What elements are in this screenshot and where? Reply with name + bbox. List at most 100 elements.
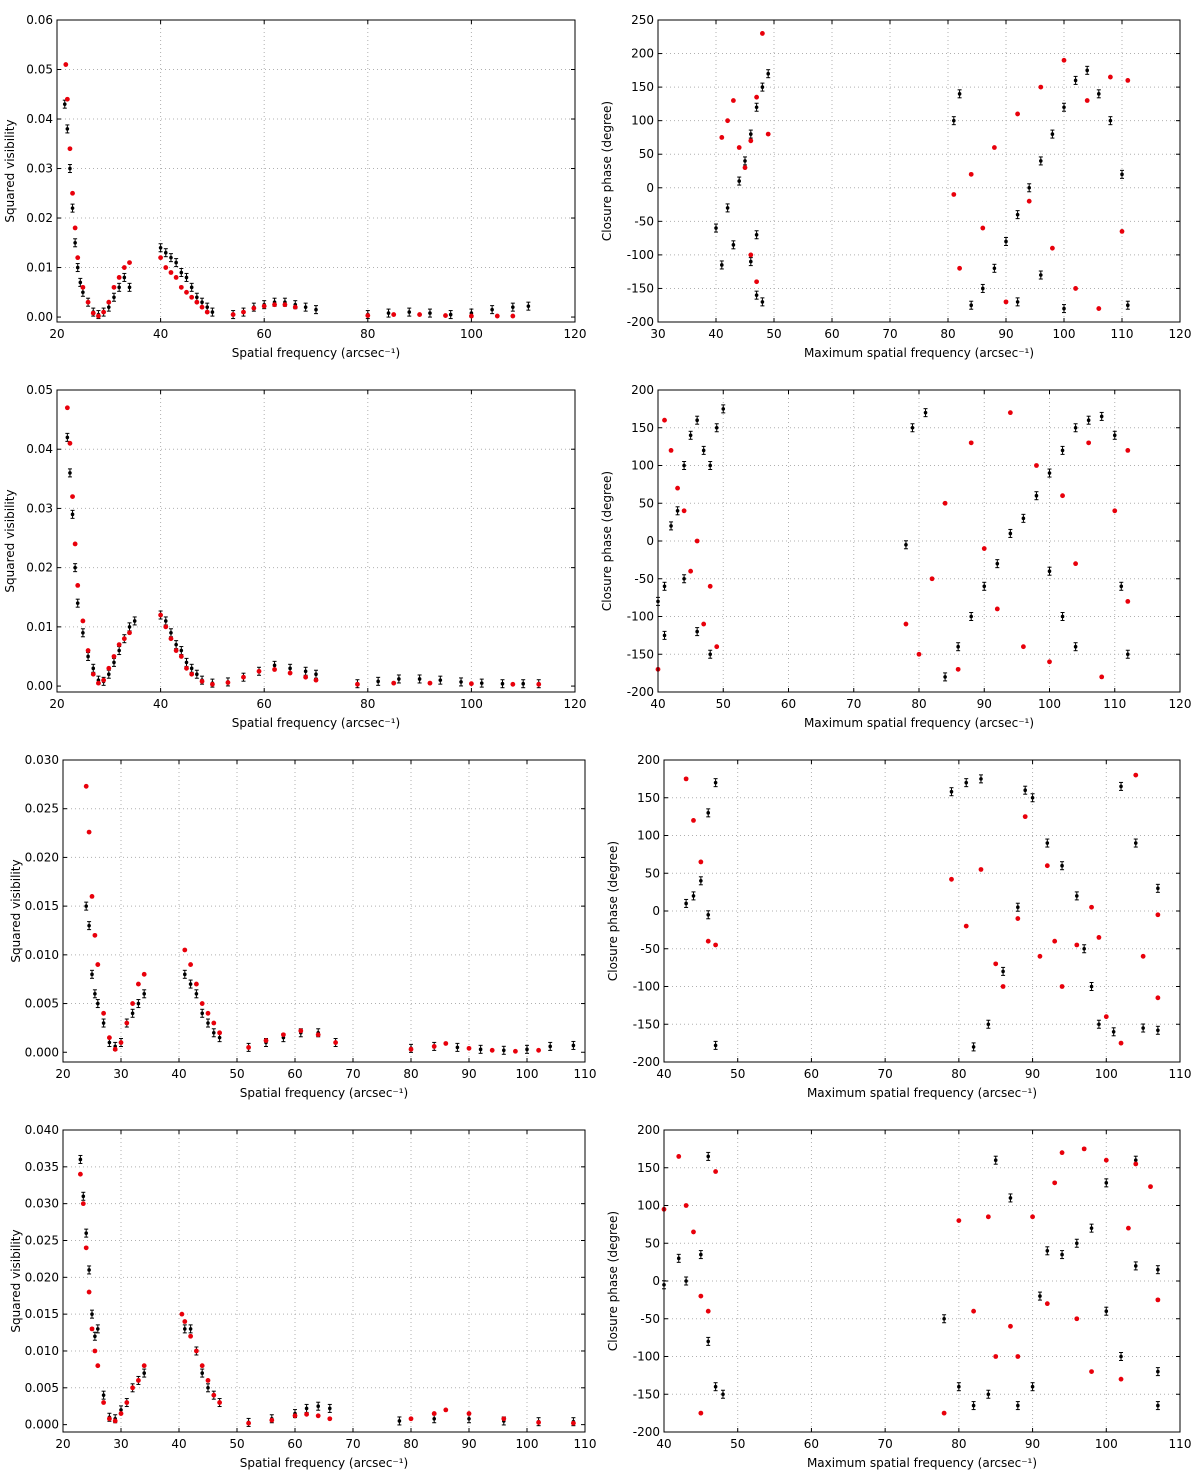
model-point (1084, 98, 1090, 103)
data-point (698, 876, 703, 886)
plot-frame (663, 1129, 1181, 1433)
y-tick-label: -200 (633, 1055, 660, 1069)
x-tick-label: 70 (345, 1067, 360, 1081)
model-point (510, 313, 516, 319)
model-point (1022, 814, 1028, 820)
x-tick-label: 20 (55, 1067, 70, 1081)
data-point (1045, 838, 1050, 848)
y-axis-label: Closure phase (degree) (606, 841, 620, 981)
model-point (683, 1203, 689, 1208)
model-point (199, 1363, 205, 1369)
model-point (90, 671, 96, 677)
data-point (695, 415, 700, 425)
data-point (1104, 1306, 1109, 1316)
y-tick-label: 0 (646, 534, 654, 548)
model-point (571, 1420, 576, 1426)
model-point (83, 783, 89, 789)
y-tick-label: 0.035 (25, 1160, 59, 1174)
data-point (995, 559, 1000, 569)
model-point (955, 666, 961, 672)
model-point (417, 312, 422, 317)
data-point (65, 124, 70, 134)
model-point (287, 670, 293, 676)
x-tick-label: 80 (360, 697, 375, 711)
model-point (1155, 995, 1161, 1001)
y-tick-label: 0.04 (26, 442, 53, 456)
y-tick-label: 0.000 (25, 1045, 59, 1059)
model-point (1118, 1376, 1124, 1382)
model-point (315, 1413, 321, 1419)
x-tick-label: 50 (716, 697, 731, 711)
data-point (1062, 304, 1066, 314)
data-point (127, 282, 132, 292)
model-point (683, 776, 689, 782)
x-axis-label: Maximum spatial frequency (arcsec⁻¹) (804, 346, 1034, 360)
model-point (199, 678, 205, 684)
model-point (189, 294, 195, 300)
data-point (1111, 1027, 1116, 1037)
x-axis-label: Maximum spatial frequency (arcsec⁻¹) (804, 716, 1034, 730)
x-tick-label: 20 (49, 327, 64, 341)
model-point (1000, 984, 1006, 989)
x-tick-label: 40 (656, 1437, 671, 1451)
data-point (448, 310, 453, 320)
model-point (241, 674, 246, 680)
data-point (971, 1401, 976, 1411)
y-tick-label: 0.020 (25, 850, 59, 864)
y-axis-label: Closure phase (degree) (600, 471, 614, 611)
model-point (136, 981, 141, 987)
model-point (391, 312, 397, 317)
y-tick-label: 0.04 (26, 112, 53, 126)
model-point (70, 494, 75, 499)
data-point (986, 1019, 991, 1029)
model-point (694, 538, 700, 544)
model-point (101, 677, 107, 683)
model-point (168, 636, 174, 642)
model-point (1015, 111, 1020, 117)
data-point (754, 290, 759, 300)
model-point (63, 62, 69, 67)
model-point (705, 938, 711, 944)
data-point (956, 642, 961, 652)
data-point (1030, 1382, 1035, 1392)
model-point (1021, 644, 1026, 650)
data-point (510, 302, 515, 312)
model-point (469, 313, 474, 319)
model-point (246, 1044, 252, 1050)
model-point (70, 190, 75, 196)
data-point (676, 1253, 681, 1263)
y-tick-label: 50 (645, 866, 660, 880)
data-point (92, 989, 97, 999)
model-point (765, 131, 771, 137)
model-point (211, 1020, 217, 1026)
model-point (333, 1040, 338, 1045)
model-point (713, 942, 718, 948)
data-point (1073, 75, 1078, 85)
x-tick-label: 100 (1053, 327, 1076, 341)
data-point (766, 69, 771, 79)
model-point (158, 255, 164, 261)
model-point (1060, 493, 1065, 499)
model-point (1118, 1040, 1124, 1046)
plot-frame (56, 19, 576, 323)
model-point (1015, 1354, 1021, 1359)
data-point (75, 598, 80, 608)
y-tick-label: 0.030 (25, 1197, 59, 1211)
model-point (1074, 942, 1080, 948)
model-point (118, 1411, 124, 1416)
subplot-2: 30 40 50 60 70 80 90 100 110 120 -200 -150 -100 -50 0 5… (600, 13, 1191, 360)
model-point (1086, 440, 1092, 446)
data-point (662, 581, 667, 591)
model-point (466, 1045, 472, 1051)
model-point (194, 981, 199, 987)
model-point (281, 1032, 286, 1038)
x-tick-label: 80 (911, 697, 926, 711)
data-point (396, 674, 401, 684)
model-point (968, 171, 974, 177)
plot-frame (56, 389, 576, 693)
data-point (1023, 785, 1028, 795)
y-tick-label: -200 (627, 685, 654, 699)
x-tick-label: 70 (345, 1437, 360, 1451)
x-tick-label: 80 (951, 1437, 966, 1451)
model-point (707, 583, 713, 589)
